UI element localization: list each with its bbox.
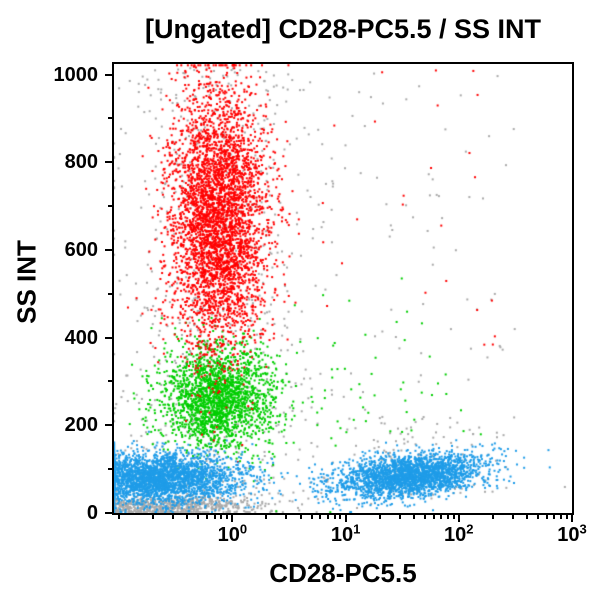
y-axis-tick-label: 0: [86, 502, 98, 524]
scatter-canvas: [114, 64, 572, 513]
y-axis-tick-label: 1000: [53, 63, 99, 86]
x-axis-minor-tick: [446, 515, 449, 519]
x-axis-minor-tick: [285, 515, 288, 519]
x-axis-minor-tick: [545, 515, 548, 519]
y-axis-minor-tick: [108, 205, 112, 208]
x-axis-minor-tick: [299, 515, 302, 519]
y-axis-minor-tick: [108, 380, 112, 383]
x-axis-tick-label: 100: [217, 521, 248, 546]
y-axis-tick-label: 200: [64, 414, 98, 437]
x-axis-minor-tick: [327, 515, 330, 519]
x-axis-minor-tick: [197, 515, 200, 519]
x-axis-title: CD28-PC5.5: [269, 558, 417, 588]
x-axis-minor-tick: [213, 515, 216, 519]
y-axis-minor-tick: [108, 117, 112, 120]
y-axis-major-tick: [105, 336, 112, 339]
x-axis-minor-tick: [511, 515, 514, 519]
y-axis-major-tick: [105, 424, 112, 427]
x-axis-minor-tick: [339, 515, 342, 519]
x-axis-minor-tick: [206, 515, 209, 519]
y-axis-major-tick: [105, 248, 112, 251]
y-axis-minor-tick: [108, 468, 112, 471]
x-axis-tick-label: 102: [444, 521, 474, 546]
x-axis-minor-tick: [118, 515, 121, 519]
x-axis-minor-tick: [491, 515, 494, 519]
y-axis-tick-label: 400: [64, 326, 98, 349]
x-axis-minor-tick: [152, 515, 155, 519]
y-axis-major-tick: [105, 73, 112, 76]
x-axis-minor-tick: [310, 515, 313, 519]
x-axis-minor-tick: [452, 515, 455, 519]
x-axis-minor-tick: [226, 515, 229, 519]
x-axis-minor-tick: [525, 515, 528, 519]
y-axis-tick-label: 600: [64, 238, 98, 261]
x-axis-tick-label: 103: [557, 521, 587, 546]
x-axis-tick-label: 101: [330, 521, 361, 546]
y-axis-minor-tick: [108, 292, 112, 295]
y-axis-tick-label: 800: [64, 151, 98, 174]
x-axis-minor-tick: [553, 515, 556, 519]
x-axis-minor-tick: [560, 515, 563, 519]
y-axis-major-tick: [105, 512, 112, 514]
x-axis-major-tick: [344, 515, 347, 522]
x-axis-minor-tick: [412, 515, 415, 519]
x-axis-major-tick: [571, 515, 573, 522]
x-axis-major-tick: [231, 515, 234, 522]
x-axis-minor-tick: [423, 515, 426, 519]
x-axis-minor-tick: [398, 515, 401, 519]
x-axis-minor-tick: [432, 515, 435, 519]
x-axis-minor-tick: [440, 515, 443, 519]
x-axis-minor-tick: [172, 515, 175, 519]
x-axis-minor-tick: [536, 515, 539, 519]
x-axis-major-tick: [457, 515, 460, 522]
x-axis-minor-tick: [265, 515, 268, 519]
x-axis-minor-tick: [565, 515, 568, 519]
x-axis-minor-tick: [220, 515, 223, 519]
plot-title: [Ungated] CD28-PC5.5 / SS INT: [144, 14, 542, 44]
x-axis-minor-tick: [186, 515, 189, 519]
x-axis-minor-tick: [319, 515, 322, 519]
x-axis-minor-tick: [378, 515, 381, 519]
x-axis-minor-tick: [333, 515, 336, 519]
y-axis-major-tick: [105, 161, 112, 164]
plot-frame: [112, 62, 574, 515]
